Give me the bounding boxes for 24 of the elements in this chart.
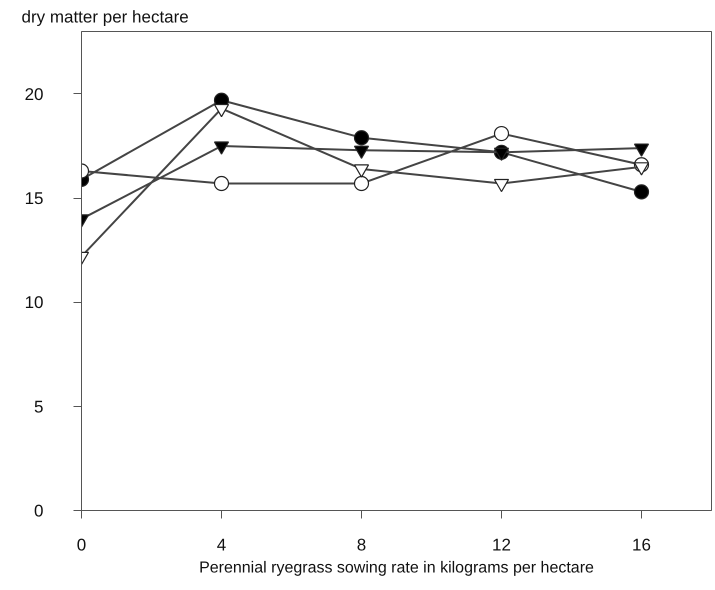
- x-tick-label: 16: [632, 536, 651, 554]
- point: [354, 130, 370, 146]
- point: [494, 148, 510, 161]
- point: [634, 162, 650, 176]
- x-tick-label: 0: [76, 536, 86, 554]
- y-tick-label: 0: [34, 502, 44, 520]
- point: [634, 143, 650, 157]
- point: [214, 141, 230, 155]
- x-tick-label: 4: [216, 536, 226, 554]
- point: [354, 146, 370, 159]
- x-tick-label: 8: [356, 536, 366, 554]
- y-tick-label: 15: [24, 189, 44, 208]
- x-tick-label: 12: [492, 536, 511, 554]
- point: [494, 126, 510, 142]
- point: [634, 184, 650, 200]
- y-axis-title: dry matter per hectare: [22, 8, 189, 26]
- x-axis-title: Perennial ryegrass sowing rate in kilograms per hectare: [199, 560, 594, 576]
- y-tick-label: 5: [34, 397, 44, 416]
- y-tick-label: 20: [24, 84, 44, 104]
- point: [494, 178, 510, 192]
- point: [214, 176, 230, 192]
- point: [354, 164, 370, 178]
- y-tick-label: 10: [24, 293, 44, 312]
- point: [354, 176, 370, 192]
